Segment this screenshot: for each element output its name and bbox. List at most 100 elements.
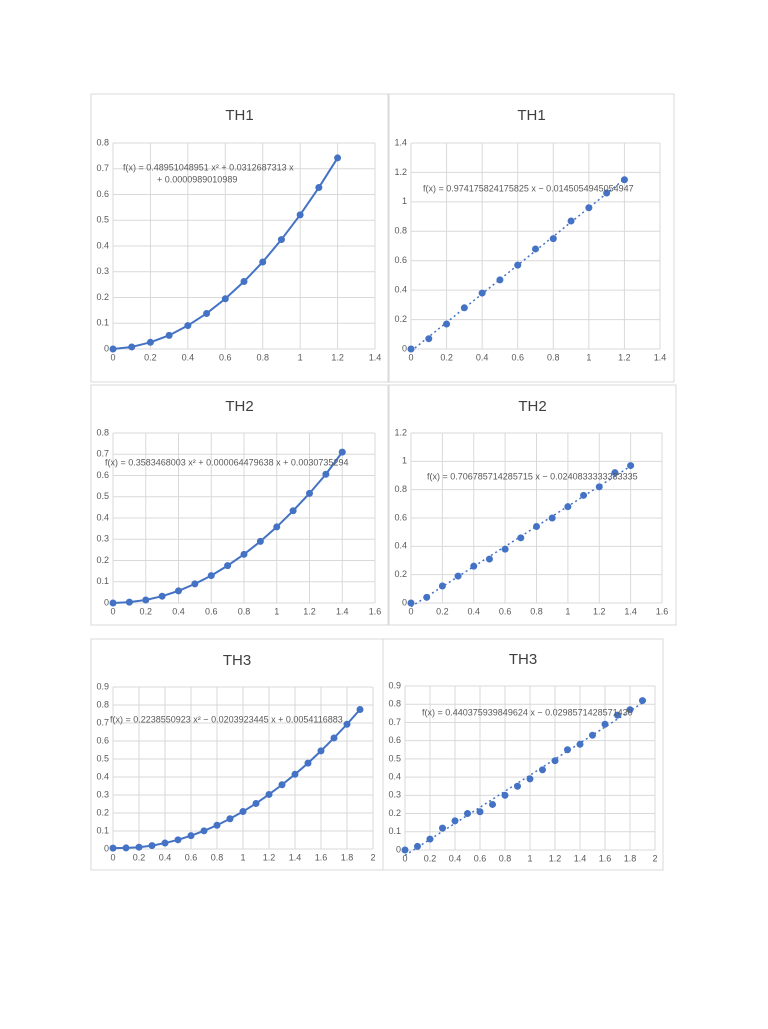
- x-tick-label: 0.2: [139, 606, 152, 616]
- y-tick-label: 0.5: [96, 215, 109, 225]
- x-tick-label: 0.4: [467, 606, 480, 616]
- x-tick-label: 0: [402, 853, 407, 863]
- data-point: [603, 189, 611, 197]
- x-tick-label: 1: [565, 606, 570, 616]
- data-point: [526, 775, 534, 783]
- data-point: [334, 154, 342, 162]
- y-tick-label: 0.3: [388, 790, 401, 800]
- data-point: [240, 550, 248, 558]
- x-tick-label: 1.4: [574, 853, 587, 863]
- x-tick-label: 1.2: [263, 852, 276, 862]
- trendline-equation: f(x) = 0.48951048951 x² + 0.0312687313 x: [123, 162, 294, 172]
- y-tick-label: 0.5: [388, 753, 401, 763]
- data-point: [148, 842, 156, 850]
- y-tick-label: 0.7: [96, 449, 109, 459]
- y-tick-label: 1.2: [394, 427, 407, 437]
- y-tick-label: 0.8: [394, 484, 407, 494]
- y-tick-label: 0.1: [96, 576, 109, 586]
- trendline-equation: f(x) = 0.2238550923 x² − 0.0203923445 x …: [110, 714, 343, 724]
- data-point: [627, 462, 635, 470]
- data-point: [438, 582, 446, 590]
- y-tick-label: 0.5: [96, 753, 109, 763]
- data-point: [161, 839, 169, 847]
- data-point: [564, 746, 571, 754]
- data-point: [589, 731, 596, 739]
- y-tick-label: 0.2: [394, 314, 407, 324]
- data-point: [401, 846, 409, 854]
- x-tick-label: 0.4: [476, 352, 489, 362]
- data-point: [213, 821, 221, 829]
- data-point: [626, 706, 634, 714]
- x-tick-label: 1: [586, 352, 591, 362]
- data-point: [501, 545, 509, 553]
- x-tick-label: 0.4: [449, 853, 462, 863]
- y-tick-label: 0.4: [388, 771, 401, 781]
- x-tick-label: 0: [110, 852, 115, 862]
- y-tick-label: 0.6: [96, 470, 109, 480]
- data-point: [425, 335, 433, 343]
- data-point: [514, 261, 522, 269]
- trendline-equation: + 0.0000989010989: [157, 174, 237, 184]
- chart-border: [90, 638, 384, 871]
- x-tick-label: 0: [110, 606, 115, 616]
- data-point: [304, 759, 312, 767]
- data-point: [567, 217, 575, 225]
- data-point: [273, 523, 281, 531]
- data-point: [580, 491, 588, 499]
- data-point: [496, 276, 504, 284]
- y-tick-label: 0.9: [388, 680, 401, 690]
- data-point: [265, 790, 273, 798]
- data-point: [187, 832, 195, 840]
- x-tick-label: 0.8: [238, 606, 251, 616]
- chart-border: [90, 384, 389, 626]
- data-point: [414, 842, 421, 850]
- data-point: [315, 184, 323, 192]
- data-point: [501, 791, 509, 799]
- data-point: [639, 697, 646, 705]
- data-point: [476, 808, 484, 816]
- trendline-equation: f(x) = 0.440375939849624 x − 0.029857142…: [422, 707, 633, 717]
- x-tick-label: 0.2: [133, 852, 146, 862]
- y-tick-label: 0.3: [96, 789, 109, 799]
- x-tick-label: 0.6: [205, 606, 218, 616]
- y-tick-label: 0.3: [96, 534, 109, 544]
- data-point: [564, 503, 572, 511]
- y-tick-label: 0: [104, 843, 109, 853]
- data-point: [426, 835, 434, 843]
- data-point: [517, 534, 525, 542]
- data-point: [322, 470, 330, 478]
- x-tick-label: 1.4: [624, 606, 637, 616]
- x-tick-label: 1.2: [549, 853, 562, 863]
- x-tick-label: 0: [110, 352, 115, 362]
- data-point: [277, 236, 285, 244]
- data-point: [296, 211, 304, 219]
- x-tick-label: 0.8: [547, 352, 560, 362]
- data-point: [451, 817, 459, 825]
- data-point: [306, 489, 313, 497]
- data-point: [221, 295, 229, 303]
- x-tick-label: 1.8: [624, 853, 637, 863]
- x-tick-label: 1: [298, 352, 303, 362]
- data-point: [533, 523, 540, 530]
- y-tick-label: 0.6: [388, 735, 401, 745]
- data-point: [146, 338, 154, 346]
- data-point: [443, 320, 451, 328]
- data-point: [551, 757, 559, 765]
- y-tick-label: 0.3: [96, 266, 109, 276]
- data-point: [356, 706, 364, 713]
- y-tick-label: 0.2: [96, 807, 109, 817]
- y-tick-label: 0.4: [96, 240, 109, 250]
- data-point: [478, 289, 486, 297]
- data-point: [620, 176, 628, 184]
- y-tick-label: 0.7: [96, 717, 109, 727]
- x-tick-label: 1: [240, 852, 245, 862]
- x-tick-label: 0.2: [144, 352, 157, 362]
- data-point: [239, 808, 247, 816]
- y-tick-label: 1.2: [394, 167, 407, 177]
- x-tick-label: 1.6: [315, 852, 328, 862]
- x-tick-label: 1.2: [331, 352, 344, 362]
- y-tick-label: 0.6: [96, 189, 109, 199]
- y-tick-label: 0.4: [394, 285, 407, 295]
- data-point: [278, 781, 286, 789]
